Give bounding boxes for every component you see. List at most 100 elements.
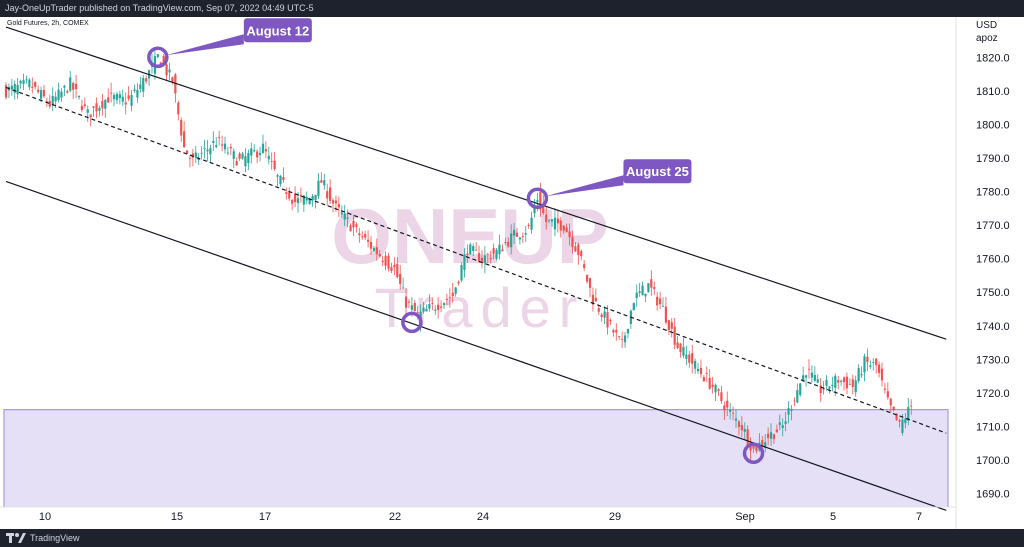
candle-body [825, 379, 828, 386]
candle-body [550, 219, 554, 222]
chart-area[interactable]: ONEUP Trader August 12 August 25 1690.0 17… [0, 17, 1024, 529]
candle-body [422, 307, 425, 312]
candle-body [86, 109, 89, 113]
candle-body [574, 246, 577, 252]
candle-body [22, 80, 25, 85]
candle-body [731, 412, 735, 414]
candle-body [209, 148, 212, 155]
candle-body [667, 320, 670, 331]
candle-body [524, 233, 527, 235]
candle-body [521, 236, 524, 238]
candle-body [98, 107, 101, 111]
candle-body [510, 233, 513, 248]
candle-body [755, 443, 758, 452]
candle-body [568, 231, 571, 238]
candle-body [714, 384, 717, 393]
candle-body [273, 160, 276, 170]
candle-body [218, 137, 221, 139]
candle-body [235, 161, 238, 166]
candle-body [118, 94, 121, 99]
callout-box [243, 18, 312, 43]
touch-point-marker [147, 46, 169, 69]
candle-body [264, 149, 267, 152]
candle-body [238, 153, 241, 159]
candle-body [679, 343, 682, 353]
candle-body [223, 143, 227, 150]
callout-box [623, 159, 692, 184]
candle-body [834, 375, 837, 388]
candle-body [110, 92, 113, 94]
candle-body [212, 140, 215, 144]
candle-body [115, 93, 119, 100]
candle-body [635, 292, 638, 299]
candle-body [539, 192, 542, 210]
candle-body [329, 187, 332, 201]
candle-body [25, 79, 28, 81]
candle-body [177, 102, 180, 115]
candle-body [460, 265, 463, 281]
candle-body [463, 254, 466, 270]
price-tick-label: 1770.0 [976, 220, 1010, 232]
candle-body [293, 193, 297, 203]
candle-body [142, 77, 145, 92]
candle-body [495, 249, 498, 259]
candle-body [477, 253, 481, 262]
candle-body [507, 241, 510, 247]
candle-body [4, 85, 8, 98]
candle-body [337, 204, 340, 208]
candle-body [623, 335, 627, 343]
candle-body [308, 198, 311, 204]
candle-body [442, 303, 446, 306]
candle-body [393, 264, 396, 268]
candle-body [121, 96, 124, 102]
candle-body [31, 86, 34, 88]
candle-body [57, 89, 60, 100]
candle-body [729, 409, 732, 412]
candle-body [880, 368, 884, 381]
candle-body [580, 251, 583, 257]
price-chart[interactable]: ONEUP Trader August 12 August 25 1690.0 17… [0, 17, 1024, 529]
candle-body [857, 368, 860, 382]
candle-body [644, 293, 647, 297]
publisher-header: Jay-OneUpTrader published on TradingView… [5, 3, 314, 13]
candle-body [331, 200, 335, 204]
candle-body [39, 90, 43, 99]
candle-body [559, 220, 562, 231]
candle-body [910, 405, 913, 407]
candle-body [431, 303, 434, 305]
candle-body [840, 380, 843, 382]
candle-body [796, 390, 799, 403]
candle-body [653, 287, 656, 289]
candle-body [545, 214, 548, 222]
candle-body [512, 229, 516, 236]
candle-body [877, 364, 881, 374]
candle-body [369, 241, 373, 249]
candle-body [124, 102, 127, 105]
candle-body [215, 145, 218, 148]
candle-body [180, 119, 183, 136]
candle-body [556, 218, 559, 224]
price-tick-label: 1790.0 [976, 153, 1010, 165]
candle-body [761, 440, 764, 446]
candle-body [688, 354, 691, 363]
candle-body [89, 114, 92, 118]
candle-body [661, 305, 665, 307]
candle-body [737, 421, 741, 428]
candle-body [723, 405, 726, 411]
candle-body [767, 433, 770, 439]
price-tick-label: 1810.0 [976, 86, 1010, 98]
candle-body [632, 303, 635, 311]
support-zone [3, 409, 949, 508]
candle-body [247, 152, 250, 163]
candle-body [139, 84, 142, 90]
time-tick-label: 29 [609, 511, 621, 523]
candle-body [848, 383, 851, 385]
candle-body [340, 212, 343, 215]
candle-body [226, 152, 230, 154]
candle-body [320, 180, 323, 183]
candle-body [892, 406, 895, 411]
candle-body [253, 150, 256, 152]
candle-body [533, 207, 536, 214]
candle-body [828, 386, 831, 389]
price-tick-label: 1800.0 [976, 119, 1010, 131]
